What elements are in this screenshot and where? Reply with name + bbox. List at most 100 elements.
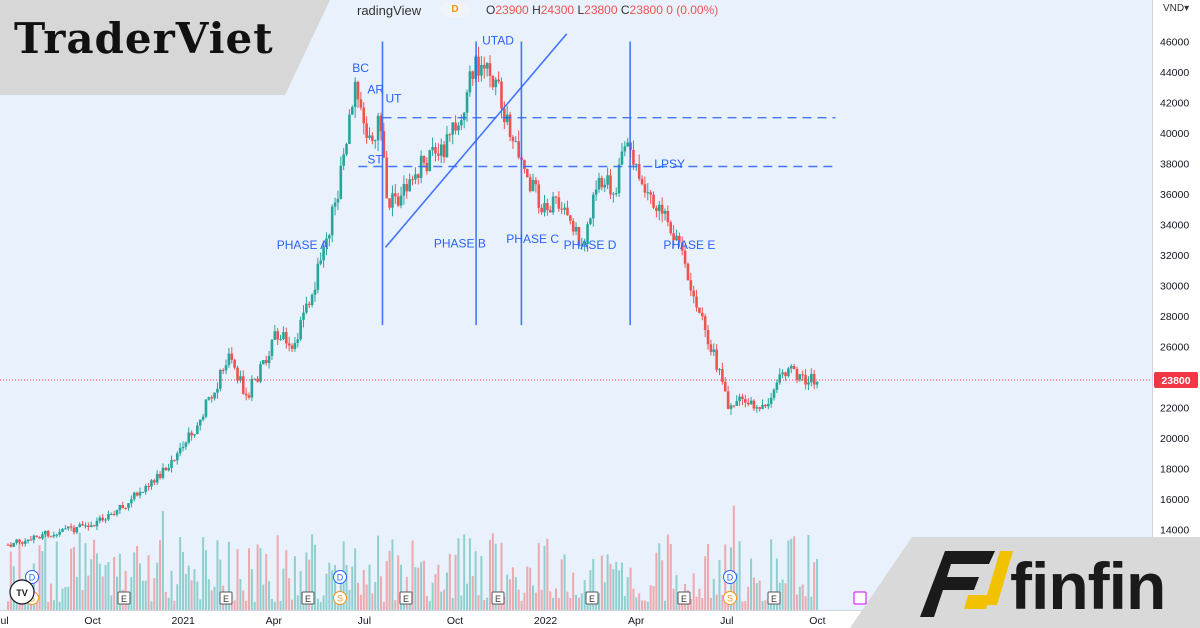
candle-body	[155, 473, 159, 483]
volume-bar	[798, 586, 801, 610]
volume-bar	[402, 600, 405, 610]
y-tick-label: 36000	[1160, 189, 1189, 201]
future-event-marker	[853, 591, 867, 605]
earnings-marker	[399, 591, 413, 605]
event-label: AR	[367, 82, 384, 96]
volume-bar	[695, 596, 698, 610]
dividend-marker-label: D	[29, 573, 36, 583]
earnings-marker	[301, 591, 315, 605]
phase-label: PHASE B	[434, 236, 486, 250]
volume-bar	[770, 539, 773, 610]
volume-bar	[566, 591, 569, 610]
candle-body	[775, 382, 779, 390]
volume-bar	[572, 572, 575, 610]
dividend-marker-label: D	[337, 573, 344, 583]
candle-body	[643, 184, 647, 193]
candle-body	[537, 184, 541, 208]
volume-bar	[598, 592, 601, 610]
x-tick-label: Oct	[809, 615, 825, 627]
last-price-label: 23800	[1161, 375, 1190, 387]
candle-body	[130, 499, 133, 504]
candle-body	[494, 79, 498, 88]
x-tick-label: 2022	[534, 615, 558, 627]
candle-body	[437, 153, 440, 156]
candle-body	[18, 539, 21, 543]
price-axis	[1152, 0, 1200, 628]
candle-body	[78, 524, 82, 527]
candle-body	[219, 370, 222, 389]
phase-label: PHASE E	[663, 238, 715, 252]
x-tick-label: 2021	[172, 615, 196, 627]
candle-body	[517, 141, 520, 158]
volume-bar	[305, 552, 308, 610]
candle-body	[548, 209, 552, 213]
volume-bar	[523, 592, 526, 610]
interval-badge[interactable]: D	[440, 2, 470, 17]
volume-bar	[468, 538, 471, 610]
volume-bar	[698, 588, 701, 610]
candle-body	[175, 453, 179, 461]
volume-bar	[47, 601, 50, 610]
volume-bar	[643, 600, 646, 610]
volume-bar	[560, 559, 563, 610]
volume-bar	[87, 575, 90, 610]
candle-body	[428, 150, 432, 172]
currency-label[interactable]: VND▾	[1163, 3, 1190, 14]
volume-bar	[638, 593, 641, 610]
candle-body	[723, 381, 727, 392]
y-tick-label: 26000	[1160, 341, 1189, 353]
candle-body	[394, 193, 397, 197]
candle-body	[353, 81, 357, 108]
candle-body	[41, 534, 44, 539]
candle-body	[256, 378, 259, 382]
candle-body	[399, 195, 403, 206]
volume-bar	[735, 573, 738, 610]
candle-body	[388, 198, 391, 208]
volume-bar	[526, 566, 529, 610]
candle-body	[12, 542, 16, 547]
volume-bar	[448, 553, 451, 610]
candle-body	[721, 369, 724, 382]
volume-bar	[506, 574, 509, 610]
event-label: ST	[367, 152, 383, 166]
volume-bar	[273, 601, 276, 610]
volume-bar	[652, 586, 655, 610]
candle-body	[333, 202, 337, 207]
y-tick-label: 30000	[1160, 280, 1189, 292]
candle-body	[761, 404, 764, 409]
candle-body	[66, 526, 70, 529]
candle-body	[546, 202, 549, 210]
candle-body	[385, 157, 389, 199]
volume-bar	[291, 599, 294, 610]
candle-body	[692, 290, 695, 297]
volume-bar	[219, 559, 222, 610]
volume-bar	[810, 596, 813, 610]
volume-bar	[368, 564, 371, 610]
candle-body	[75, 526, 79, 533]
volume-bar	[609, 563, 612, 610]
candle-body	[784, 372, 787, 377]
candle-body	[379, 115, 383, 132]
volume-bar	[678, 601, 681, 610]
earnings-marker-label: E	[223, 594, 229, 604]
last-price-tag	[1154, 372, 1198, 388]
chevron-down-icon: ▾	[1184, 3, 1190, 14]
x-tick-label: Oct	[447, 615, 463, 627]
volume-bar	[620, 562, 623, 610]
candle-body	[657, 204, 661, 211]
volume-bar	[167, 597, 170, 610]
high-value: 24300	[540, 3, 575, 17]
volume-bar	[632, 588, 635, 610]
candle-body	[543, 202, 546, 213]
candle-body	[778, 374, 782, 383]
phase-label: PHASE C	[506, 232, 559, 246]
volume-bar	[236, 549, 239, 610]
volume-bar	[210, 590, 213, 610]
volume-bar	[72, 546, 75, 610]
candle-body	[614, 193, 618, 195]
volume-bar	[471, 575, 474, 610]
volume-bar	[124, 570, 127, 610]
candle-body	[32, 535, 36, 540]
volume-bar	[351, 566, 354, 610]
